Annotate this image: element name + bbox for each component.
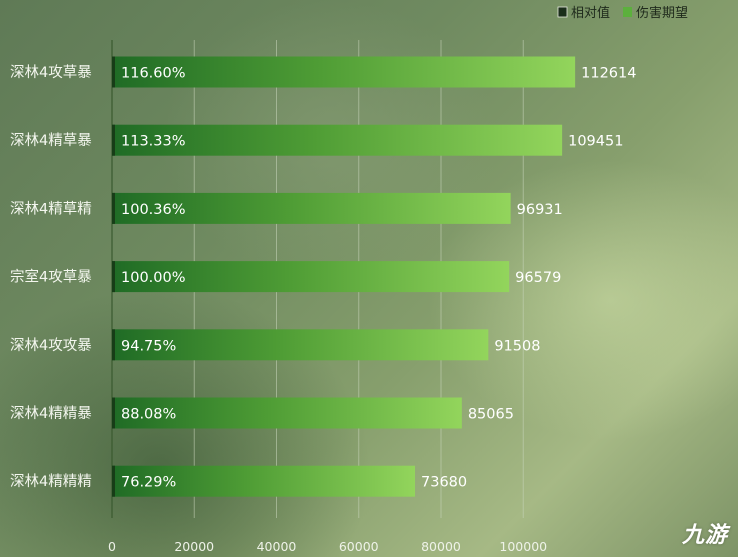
relative-value-label: 113.33% (121, 134, 186, 150)
watermark-logo: 九游 (681, 523, 728, 548)
relative-marker (112, 261, 115, 293)
x-tick-label: 0 (108, 539, 116, 554)
bar (112, 56, 576, 88)
damage-value-label: 91508 (494, 338, 540, 354)
damage-value-label: 73680 (421, 475, 467, 491)
relative-value-label: 100.00% (121, 270, 186, 286)
category-label: 深林4精精精 (10, 473, 92, 490)
relative-value-label: 88.08% (121, 407, 176, 423)
relative-marker (112, 397, 115, 429)
category-label: 宗室4攻草暴 (10, 269, 92, 286)
bar (112, 397, 462, 429)
category-label: 深林4精草暴 (10, 132, 92, 149)
damage-value-label: 85065 (468, 407, 514, 423)
damage-value-label: 109451 (568, 134, 623, 150)
legend-swatch-damage (623, 7, 632, 17)
relative-value-label: 94.75% (121, 338, 176, 354)
legend-label-relative: 相对值 (571, 5, 610, 21)
damage-value-label: 96931 (517, 202, 563, 218)
bar (112, 192, 511, 224)
category-label: 深林4攻草暴 (10, 64, 92, 81)
legend-label-damage: 伤害期望 (636, 5, 688, 21)
x-tick-label: 20000 (174, 539, 214, 554)
x-axis-ticks: 0 20000 40000 60000 80000 100000 (108, 539, 547, 554)
relative-marker (112, 465, 115, 497)
relative-marker (112, 192, 115, 224)
relative-value-label: 76.29% (121, 475, 176, 491)
x-tick-label: 80000 (421, 539, 461, 554)
bar (112, 329, 489, 361)
x-tick-label: 100000 (499, 539, 547, 554)
damage-value-label: 96579 (515, 270, 561, 286)
relative-value-label: 116.60% (121, 66, 186, 82)
relative-marker (112, 124, 115, 156)
relative-marker (112, 329, 115, 361)
category-label: 深林4精草精 (10, 200, 92, 217)
x-tick-label: 60000 (339, 539, 379, 554)
bar (112, 124, 563, 156)
relative-marker (112, 56, 115, 88)
legend-swatch-relative (557, 6, 568, 18)
legend: 相对值 伤害期望 (557, 5, 688, 21)
x-tick-label: 40000 (257, 539, 297, 554)
category-label: 深林4攻攻暴 (10, 337, 92, 354)
category-label: 深林4精精暴 (10, 405, 92, 422)
bar (112, 261, 510, 293)
relative-value-label: 100.36% (121, 202, 186, 218)
bars: 深林4攻草暴 116.60% 112614 深林4精草暴 113.33% 109451 深林… (10, 56, 636, 497)
damage-value-label: 112614 (581, 66, 636, 82)
bar (112, 465, 416, 497)
